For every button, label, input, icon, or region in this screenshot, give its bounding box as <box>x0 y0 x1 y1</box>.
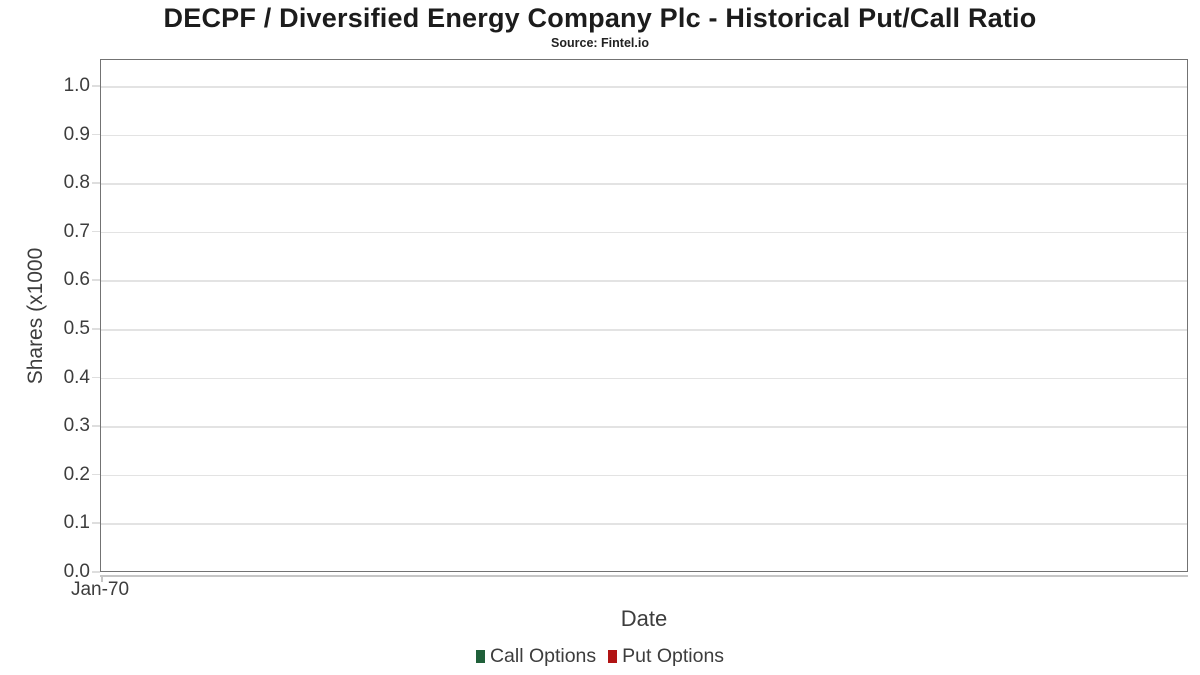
y-gridline <box>101 183 1187 185</box>
y-tick-mark <box>92 376 100 379</box>
y-gridline <box>101 134 1187 137</box>
y-gridline <box>101 231 1187 234</box>
y-tick-label: 0.9 <box>63 123 90 145</box>
x-tick-label: Jan-70 <box>70 579 130 600</box>
y-tick-label: 0.3 <box>63 415 90 437</box>
chart-title: DECPF / Diversified Energy Company Plc -… <box>163 3 1037 33</box>
legend-label: Put Options <box>622 645 725 667</box>
y-tick-label: 0.0 <box>63 561 90 582</box>
y-tick-label: 0.8 <box>63 172 90 194</box>
y-tick-mark <box>92 85 100 87</box>
y-gridline <box>101 86 1187 88</box>
legend-item-call-options: Call Options <box>475 645 597 668</box>
y-tick-label: 0.7 <box>63 220 90 242</box>
y-tick-mark <box>92 182 100 184</box>
y-tick-mark <box>92 133 100 136</box>
y-tick-label: 0.2 <box>63 463 90 485</box>
y-tick-mark <box>92 328 100 330</box>
legend-label: Call Options <box>489 645 597 667</box>
y-tick-label: 0.6 <box>63 269 90 291</box>
y-tick-mark <box>92 279 100 281</box>
y-tick-mark <box>92 522 100 524</box>
chart-source-subtitle: Source: Fintel.io <box>551 36 649 50</box>
y-tick-label: 0.1 <box>63 512 90 534</box>
legend-marker-icon <box>475 650 485 663</box>
x-axis-line <box>100 575 1188 577</box>
legend: Call Options Put Options <box>0 645 1200 668</box>
y-tick-mark <box>92 473 100 476</box>
legend-item-put-options: Put Options <box>608 645 724 668</box>
y-gridline <box>101 474 1187 477</box>
y-gridline <box>101 280 1187 282</box>
y-tick-label: 0.4 <box>63 366 90 388</box>
plot-area <box>100 59 1188 572</box>
x-tick-mark <box>101 576 103 582</box>
legend-marker-icon <box>608 650 618 663</box>
y-tick-mark <box>92 230 100 233</box>
y-gridline <box>101 377 1187 380</box>
y-gridline <box>101 426 1187 428</box>
y-gridline <box>101 329 1187 331</box>
x-axis-title: Date <box>620 606 668 631</box>
y-tick-label: 0.5 <box>63 318 90 339</box>
y-gridline <box>101 523 1187 525</box>
y-axis-title: Shares (x1000 <box>24 247 47 385</box>
y-tick-label: 1.0 <box>63 75 90 96</box>
y-tick-mark <box>92 425 100 427</box>
y-tick-mark <box>92 571 100 573</box>
